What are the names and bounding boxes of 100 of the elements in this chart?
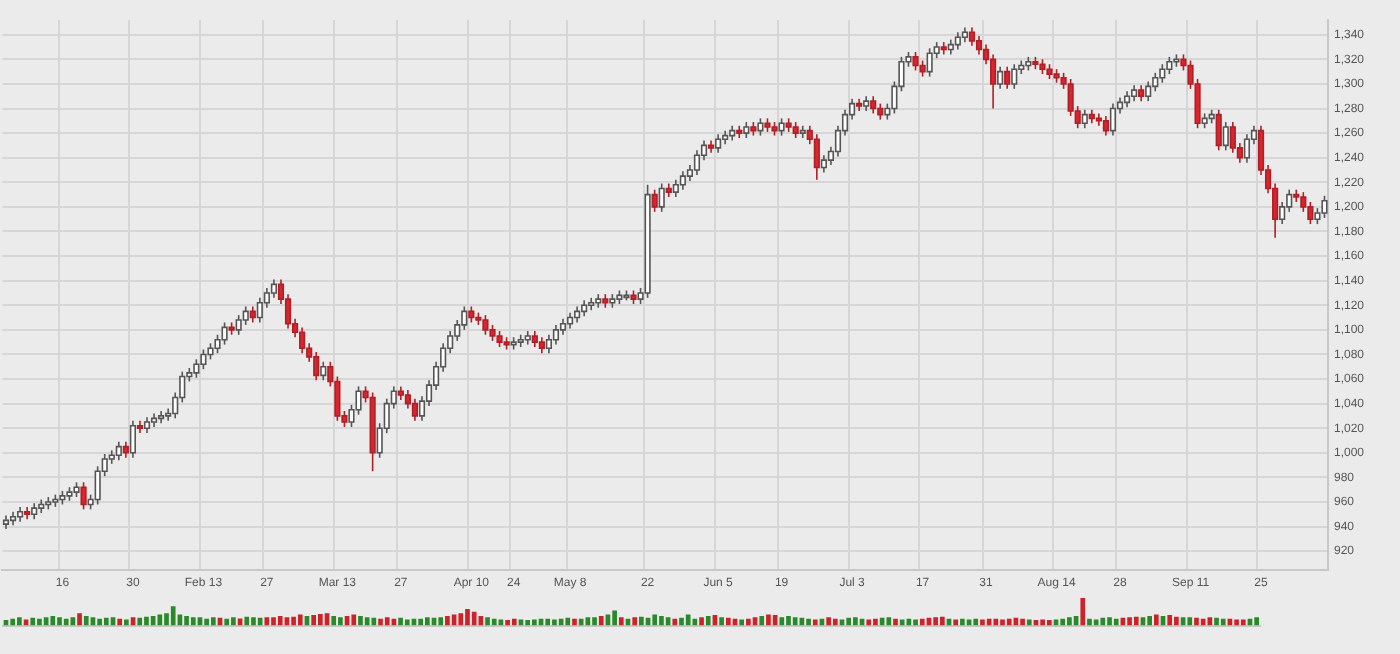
- bar: [1100, 617, 1106, 626]
- bar: [231, 617, 236, 626]
- bar: [578, 618, 584, 626]
- bar: [1214, 617, 1219, 626]
- bar: [97, 618, 102, 626]
- bar: [445, 615, 450, 626]
- bar: [973, 618, 979, 626]
- bar: [37, 618, 42, 626]
- bar: [83, 615, 89, 626]
- bar: [1167, 615, 1173, 626]
- bar: [1087, 618, 1092, 626]
- bar: [1153, 614, 1159, 626]
- bar: [1006, 618, 1012, 626]
- bar: [1107, 617, 1112, 626]
- bar: [338, 617, 343, 626]
- bar: [157, 614, 163, 626]
- bar: [50, 615, 56, 626]
- bar: [1187, 617, 1193, 626]
- bar: [746, 618, 751, 626]
- bar: [425, 617, 430, 626]
- bar: [103, 617, 109, 626]
- bar: [311, 615, 316, 626]
- bar: [618, 617, 624, 626]
- bar: [826, 617, 831, 626]
- bar: [184, 615, 189, 626]
- bar: [846, 617, 852, 626]
- bar: [224, 618, 230, 626]
- bar: [190, 617, 196, 626]
- bar: [1020, 618, 1025, 626]
- bar: [297, 614, 303, 626]
- bar: [1194, 617, 1199, 626]
- bar: [1207, 617, 1213, 626]
- bar: [204, 618, 209, 626]
- bar: [471, 611, 477, 626]
- bar: [1067, 617, 1072, 626]
- bar: [378, 618, 383, 626]
- bar: [511, 618, 517, 626]
- bar: [1254, 617, 1259, 626]
- bar: [786, 615, 791, 626]
- bar: [639, 616, 644, 626]
- bar: [525, 620, 531, 626]
- bar: [244, 616, 250, 626]
- bar: [418, 618, 423, 626]
- bar: [358, 615, 363, 626]
- bar: [1113, 618, 1119, 626]
- bar: [57, 617, 62, 626]
- bar: [545, 618, 551, 626]
- bar: [592, 617, 597, 626]
- bar: [685, 614, 691, 626]
- bar: [351, 614, 357, 626]
- bar: [251, 617, 256, 626]
- bar: [398, 617, 403, 626]
- bar: [572, 618, 577, 626]
- bar: [491, 618, 497, 626]
- bar: [806, 618, 811, 626]
- bar: [1147, 615, 1152, 626]
- bar: [1133, 616, 1139, 626]
- bar: [137, 617, 143, 626]
- bar: [291, 616, 296, 626]
- bar: [853, 617, 858, 626]
- bar: [210, 617, 216, 626]
- bar: [993, 618, 999, 626]
- bar: [632, 617, 638, 626]
- bar: [725, 617, 731, 626]
- bar: [1046, 620, 1052, 626]
- bar: [1127, 617, 1132, 626]
- bar: [30, 617, 36, 626]
- bar: [893, 618, 898, 626]
- bar: [705, 615, 711, 626]
- bar: [565, 617, 571, 626]
- bar: [719, 617, 724, 626]
- bar: [164, 613, 169, 626]
- bar: [505, 620, 510, 626]
- bar: [766, 614, 771, 626]
- bar: [960, 618, 965, 626]
- bar: [1174, 616, 1179, 626]
- bar: [1080, 598, 1086, 626]
- bar: [318, 614, 323, 626]
- bar: [792, 617, 798, 626]
- bar: [485, 617, 490, 626]
- bar: [371, 617, 377, 626]
- bar: [652, 614, 658, 626]
- bar: [331, 615, 337, 626]
- bar: [1220, 618, 1226, 626]
- bar: [1060, 618, 1066, 626]
- bar: [659, 615, 664, 626]
- bar: [779, 617, 785, 626]
- bar: [10, 618, 16, 626]
- bar: [598, 615, 604, 626]
- bar: [77, 613, 82, 626]
- bar: [612, 610, 617, 626]
- bar: [438, 617, 444, 626]
- bar: [17, 617, 22, 626]
- bar: [759, 615, 765, 626]
- bar: [832, 618, 838, 626]
- bar: [679, 617, 684, 626]
- bar: [264, 617, 270, 626]
- bar: [117, 618, 123, 626]
- bar: [939, 616, 945, 626]
- bar: [384, 617, 390, 626]
